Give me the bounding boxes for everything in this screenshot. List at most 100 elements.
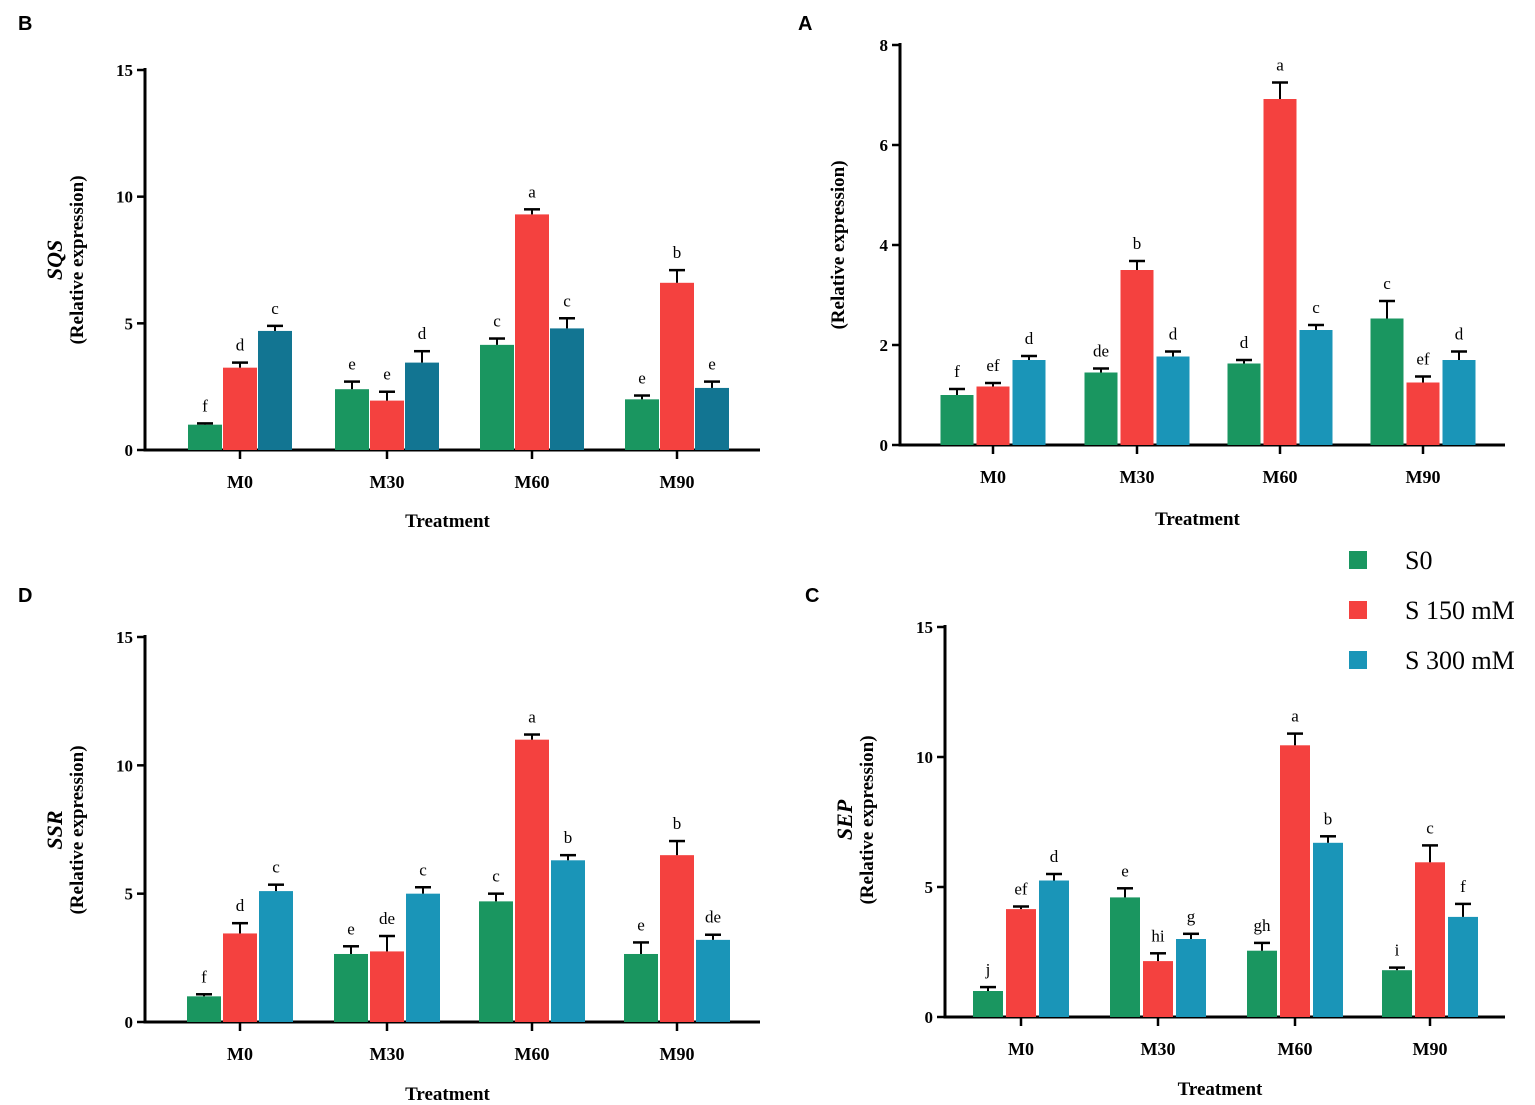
x-tick-label: M30	[370, 1044, 405, 1064]
significance-letter: f	[201, 967, 207, 986]
significance-letter: b	[1133, 234, 1142, 253]
significance-letter: gh	[1254, 916, 1272, 935]
significance-letter: de	[1093, 342, 1109, 361]
bar	[1227, 363, 1261, 445]
significance-letter: a	[1291, 707, 1299, 726]
bar	[515, 214, 549, 450]
x-tick-label: M30	[1120, 467, 1155, 487]
significance-letter: i	[1395, 941, 1400, 960]
legend-swatch	[1349, 651, 1367, 669]
bar	[1280, 745, 1310, 1017]
x-tick-label: M90	[660, 472, 695, 492]
bar	[1370, 318, 1404, 445]
bar	[1120, 270, 1154, 445]
bar	[223, 367, 257, 450]
bar	[405, 362, 439, 450]
panel-letter: A	[798, 13, 812, 35]
bar	[1406, 382, 1440, 445]
y-axis-unit: (Relative expression)	[67, 175, 88, 344]
significance-letter: c	[271, 299, 279, 318]
bar	[940, 395, 974, 445]
y-tick-label: 4	[880, 236, 889, 255]
significance-letter: c	[493, 312, 501, 331]
bar	[258, 330, 292, 450]
significance-letter: c	[1426, 818, 1434, 837]
y-axis-label: (Relative expression)	[828, 160, 849, 329]
x-axis-label: Treatment	[405, 1084, 490, 1105]
significance-letter: d	[1240, 333, 1249, 352]
bar	[335, 389, 369, 450]
panel-letter: B	[18, 13, 32, 35]
bar	[480, 344, 514, 450]
x-axis-label: Treatment	[405, 511, 490, 532]
gene-name: SEP	[832, 799, 857, 840]
bar	[660, 855, 694, 1022]
bar	[1176, 939, 1206, 1017]
x-axis-label: Treatment	[1155, 509, 1240, 530]
significance-letter: a	[528, 182, 536, 201]
bar	[406, 893, 440, 1022]
bar	[1006, 909, 1036, 1017]
legend: S0 S 150 mM S 300 mM	[1349, 546, 1515, 675]
y-axis-label: SQS (Relative expression)	[42, 175, 88, 344]
bar	[1012, 360, 1046, 445]
y-axis-unit: (Relative expression)	[828, 160, 849, 329]
legend-label: S0	[1405, 546, 1432, 575]
significance-letter: f	[954, 362, 960, 381]
significance-letter: e	[637, 915, 645, 934]
significance-letter: d	[418, 324, 427, 343]
bar	[187, 996, 221, 1022]
x-tick-label: M0	[227, 1044, 253, 1064]
y-tick-label: 0	[880, 436, 889, 455]
bar	[550, 328, 584, 450]
y-tick-label: 5	[125, 885, 134, 904]
x-tick-label: M60	[515, 472, 550, 492]
panel-B: B 0 5 10 15 M0 f d c M30 e e d M60 c a c M90 e b e Treatment S…	[18, 13, 760, 532]
bar	[1263, 99, 1297, 445]
y-tick-label: 0	[125, 441, 134, 460]
x-axis-label: Treatment	[1178, 1079, 1263, 1100]
significance-letter: d	[1455, 325, 1464, 344]
significance-letter: d	[1050, 847, 1059, 866]
y-axis-label: SSR (Relative expression)	[42, 745, 88, 914]
bar	[1247, 950, 1277, 1017]
y-tick-label: 0	[925, 1008, 934, 1027]
significance-letter: c	[272, 858, 280, 877]
bar	[625, 399, 659, 450]
significance-letter: de	[705, 908, 721, 927]
legend-label: S 150 mM	[1405, 596, 1515, 625]
significance-letter: c	[563, 291, 571, 310]
y-tick-label: 15	[916, 618, 933, 637]
significance-letter: e	[638, 369, 646, 388]
significance-letter: c	[419, 860, 427, 879]
bar	[370, 951, 404, 1022]
significance-letter: a	[1276, 56, 1284, 75]
x-tick-label: M30	[370, 472, 405, 492]
significance-letter: e	[347, 919, 355, 938]
y-tick-label: 2	[880, 336, 889, 355]
x-tick-label: M0	[980, 467, 1006, 487]
y-tick-label: 10	[116, 188, 133, 207]
bar	[1084, 372, 1118, 445]
bar	[259, 891, 293, 1022]
significance-letter: d	[1169, 325, 1178, 344]
y-tick-label: 15	[116, 628, 133, 647]
x-tick-label: M90	[660, 1044, 695, 1064]
significance-letter: hi	[1151, 926, 1165, 945]
significance-letter: c	[492, 867, 500, 886]
legend-label: S 300 mM	[1405, 646, 1515, 675]
bar	[515, 739, 549, 1022]
gene-name: SQS	[42, 240, 67, 280]
bar	[551, 860, 585, 1022]
bar	[1110, 897, 1140, 1017]
significance-letter: ef	[1416, 350, 1430, 369]
bar	[660, 282, 694, 450]
bar	[976, 386, 1010, 445]
panel-C: C 0 5 10 15 M0 j ef d M30 e hi g M60 gh a b M90 i c f Treatme…	[805, 585, 1505, 1100]
bar	[973, 991, 1003, 1017]
significance-letter: j	[985, 960, 991, 979]
bar	[1382, 970, 1412, 1017]
panel-D: D 0 5 10 15 M0 f d c M30 e de c M60 c a b M90 e b de Treatmen…	[18, 585, 760, 1105]
significance-letter: e	[708, 355, 716, 374]
